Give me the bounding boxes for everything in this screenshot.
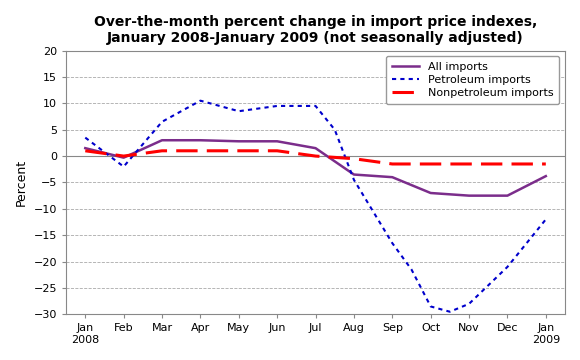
Title: Over-the-month percent change in import price indexes,
January 2008-January 2009: Over-the-month percent change in import … bbox=[94, 15, 537, 45]
All imports bbox=[312, 146, 319, 150]
Petroleum imports bbox=[158, 120, 165, 124]
Y-axis label: Percent: Percent bbox=[15, 159, 28, 206]
Petroleum imports bbox=[408, 267, 415, 272]
Nonpetroleum imports bbox=[82, 149, 89, 153]
Petroleum imports bbox=[235, 109, 242, 113]
All imports bbox=[235, 139, 242, 143]
Line: Petroleum imports: Petroleum imports bbox=[85, 101, 546, 312]
All imports bbox=[466, 193, 473, 198]
All imports bbox=[158, 138, 165, 143]
All imports bbox=[542, 174, 549, 178]
Nonpetroleum imports bbox=[350, 157, 357, 161]
All imports bbox=[389, 175, 396, 179]
All imports bbox=[120, 156, 127, 160]
Nonpetroleum imports bbox=[197, 149, 204, 153]
All imports bbox=[197, 138, 204, 143]
Petroleum imports bbox=[312, 104, 319, 108]
All imports bbox=[274, 139, 281, 143]
All imports bbox=[427, 191, 434, 195]
Line: Nonpetroleum imports: Nonpetroleum imports bbox=[85, 151, 546, 164]
Petroleum imports bbox=[120, 165, 127, 169]
Nonpetroleum imports bbox=[504, 162, 511, 166]
Nonpetroleum imports bbox=[542, 162, 549, 166]
Nonpetroleum imports bbox=[274, 149, 281, 153]
Line: All imports: All imports bbox=[85, 140, 546, 195]
Nonpetroleum imports bbox=[312, 154, 319, 158]
Petroleum imports bbox=[504, 265, 511, 269]
Petroleum imports bbox=[466, 302, 473, 306]
Petroleum imports bbox=[331, 127, 338, 132]
Nonpetroleum imports bbox=[466, 162, 473, 166]
Nonpetroleum imports bbox=[389, 162, 396, 166]
Petroleum imports bbox=[447, 310, 454, 314]
Petroleum imports bbox=[274, 104, 281, 108]
All imports bbox=[82, 146, 89, 150]
Petroleum imports bbox=[389, 241, 396, 245]
Legend: All imports, Petroleum imports, Nonpetroleum imports: All imports, Petroleum imports, Nonpetro… bbox=[386, 56, 560, 104]
Nonpetroleum imports bbox=[158, 149, 165, 153]
All imports bbox=[504, 193, 511, 198]
All imports bbox=[350, 172, 357, 177]
Petroleum imports bbox=[82, 135, 89, 140]
Petroleum imports bbox=[369, 209, 376, 213]
Nonpetroleum imports bbox=[427, 162, 434, 166]
Petroleum imports bbox=[542, 217, 549, 221]
Nonpetroleum imports bbox=[120, 154, 127, 158]
Petroleum imports bbox=[427, 304, 434, 309]
Nonpetroleum imports bbox=[235, 149, 242, 153]
Petroleum imports bbox=[197, 99, 204, 103]
Petroleum imports bbox=[350, 177, 357, 182]
